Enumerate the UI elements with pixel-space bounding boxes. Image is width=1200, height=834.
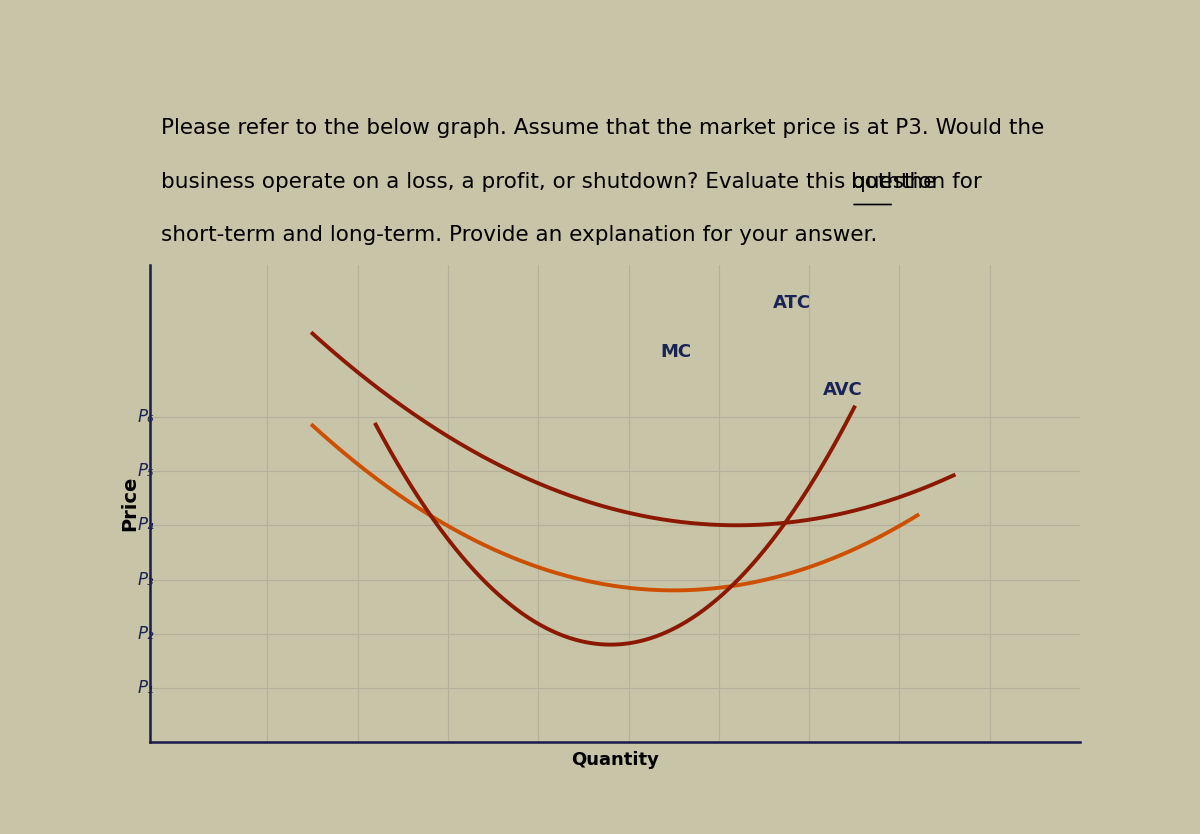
Text: Please refer to the below graph. Assume that the market price is at P3. Would th: Please refer to the below graph. Assume … <box>161 118 1044 138</box>
Y-axis label: Price: Price <box>120 476 139 531</box>
Text: short-term and long-term. Provide an explanation for your answer.: short-term and long-term. Provide an exp… <box>161 225 877 245</box>
Text: P₅: P₅ <box>138 462 155 480</box>
Text: both: both <box>851 172 900 192</box>
Text: AVC: AVC <box>823 380 863 399</box>
Text: ATC: ATC <box>773 294 811 312</box>
Text: P₄: P₄ <box>138 516 155 535</box>
Text: MC: MC <box>660 343 691 360</box>
Text: business operate on a loss, a profit, or shutdown? Evaluate this question for: business operate on a loss, a profit, or… <box>161 172 989 192</box>
Text: the: the <box>894 172 936 192</box>
X-axis label: Quantity: Quantity <box>571 751 659 769</box>
Text: P₆: P₆ <box>138 408 155 426</box>
Text: P₁: P₁ <box>138 679 155 697</box>
Text: P₂: P₂ <box>138 625 155 643</box>
Text: P₃: P₃ <box>138 570 155 589</box>
